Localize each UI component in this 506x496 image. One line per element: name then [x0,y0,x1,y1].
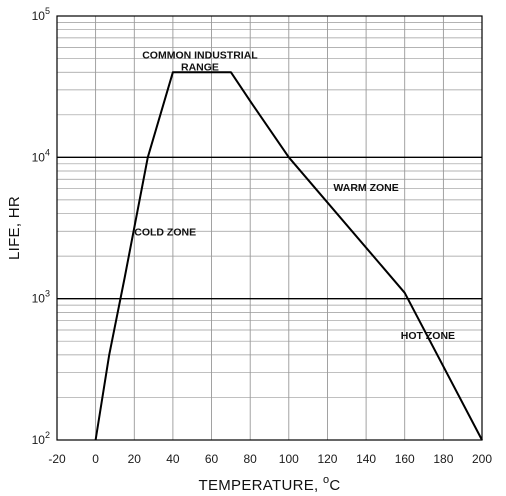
y-tick-label: 103 [32,289,50,306]
major-gridlines [57,156,482,300]
y-tick-labels: 102 103 104 105 [32,6,50,447]
x-tick-label: 40 [166,452,180,466]
life-curve-series [94,71,483,441]
zone-label: HOT ZONE [401,330,455,342]
y-tick-label: 104 [32,147,50,164]
zone-label: COLD ZONE [134,226,196,238]
x-tick-label: -20 [48,452,66,466]
x-tick-label: 80 [244,452,258,466]
x-axis-title: TEMPERATURE, oC [198,474,340,494]
x-tick-label: 0 [92,452,99,466]
x-tick-label: 160 [395,452,415,466]
x-tick-label: 120 [317,452,337,466]
x-tick-label: 200 [472,452,492,466]
x-tick-labels: -20 0 20 40 60 80 100 120 140 160 180 200 [48,452,492,466]
x-tick-label: 100 [279,452,299,466]
y-tick-label: 105 [32,6,50,23]
plot-frame [56,15,483,441]
minor-gridlines [57,16,482,440]
x-tick-label: 180 [433,452,453,466]
x-tick-label: 20 [128,452,142,466]
life-curve-line [94,71,483,441]
y-axis-title: LIFE, HR [6,196,23,260]
zone-label: COMMON INDUSTRIAL RANGE [142,50,258,74]
x-tick-label: 60 [205,452,219,466]
zone-label: WARM ZONE [333,182,398,194]
y-tick-label: 102 [32,430,50,447]
x-tick-label: 140 [356,452,376,466]
zone-annotations: COMMON INDUSTRIAL RANGE WARM ZONE COLD ZONE… [134,50,455,342]
